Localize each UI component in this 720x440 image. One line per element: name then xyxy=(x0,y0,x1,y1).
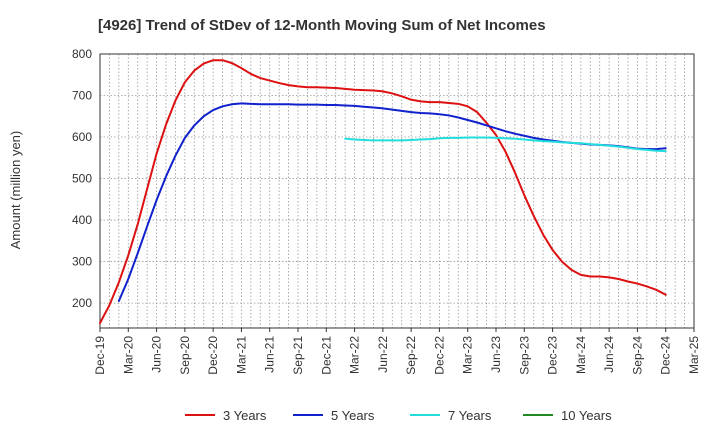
x-tick-label: Sep-20 xyxy=(178,336,192,375)
x-tick-label: Mar-25 xyxy=(687,336,701,374)
x-tick-label: Dec-24 xyxy=(659,336,673,375)
y-tick-label: 200 xyxy=(72,296,92,310)
y-tick-label: 800 xyxy=(72,47,92,61)
x-tick-label: Mar-23 xyxy=(461,336,475,374)
x-tick-label: Sep-24 xyxy=(630,336,644,375)
y-tick-label: 600 xyxy=(72,130,92,144)
legend: 3 Years 5 Years 7 Years 10 Years xyxy=(185,408,612,423)
x-tick-label: Mar-21 xyxy=(234,336,248,374)
x-tick-label: Dec-23 xyxy=(546,336,560,375)
x-tick-label: Mar-22 xyxy=(348,336,362,374)
x-tick-label: Jun-22 xyxy=(376,336,390,373)
chart-title: [4926] Trend of StDev of 12-Month Moving… xyxy=(98,17,546,34)
x-tick-label: Sep-21 xyxy=(291,336,305,375)
y-axis-label: Amount (million yen) xyxy=(8,131,23,250)
plot-area xyxy=(100,54,694,328)
legend-label: 10 Years xyxy=(561,408,612,423)
legend-label: 3 Years xyxy=(223,408,267,423)
series-line-3-years xyxy=(99,59,667,325)
x-tick-label: Dec-21 xyxy=(319,336,333,375)
series-line-7-years xyxy=(344,136,667,153)
axes: 200 300 400 500 600 700 800 Dec-19 Mar-20 Jun-20 S… xyxy=(72,47,701,375)
series-lines xyxy=(99,59,667,325)
y-tick-label: 500 xyxy=(72,172,92,186)
x-tick-label: Jun-24 xyxy=(602,336,616,373)
x-tick-label: Jun-20 xyxy=(150,336,164,373)
x-tick-label: Mar-20 xyxy=(121,336,135,374)
y-tick-label: 700 xyxy=(72,89,92,103)
x-tick-label: Dec-20 xyxy=(206,336,220,375)
y-tick-label: 400 xyxy=(72,213,92,227)
grid xyxy=(99,53,695,328)
x-tick-label: Sep-22 xyxy=(404,336,418,375)
x-tick-label: Dec-19 xyxy=(93,336,107,375)
x-tick-label: Sep-23 xyxy=(517,336,531,375)
x-tick-label: Jun-23 xyxy=(489,336,503,373)
x-tick-label: Dec-22 xyxy=(432,336,446,375)
y-tick-label: 300 xyxy=(72,255,92,269)
legend-label: 7 Years xyxy=(448,408,492,423)
x-tick-label: Jun-21 xyxy=(263,336,277,373)
legend-label: 5 Years xyxy=(331,408,375,423)
plot-frame xyxy=(99,53,695,329)
x-tick-label: Mar-24 xyxy=(574,336,588,374)
